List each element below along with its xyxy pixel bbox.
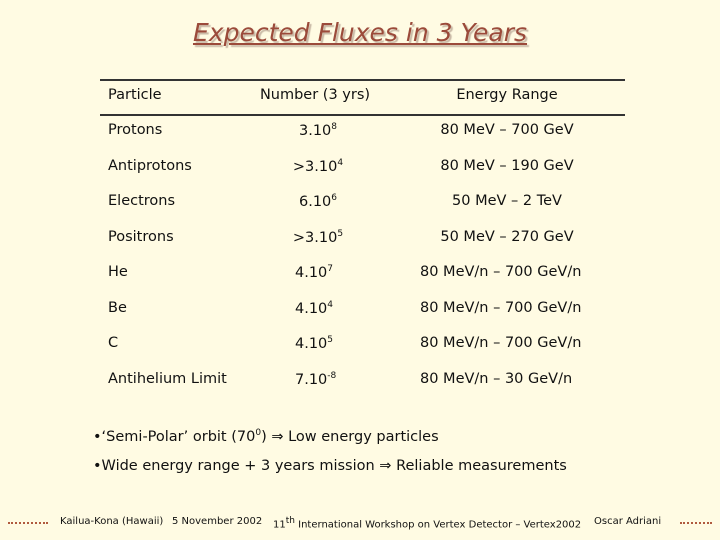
footer-conference: 11th International Workshop on Vertex De… bbox=[273, 516, 581, 530]
particle-cell: He bbox=[108, 264, 128, 280]
superscript: 0 bbox=[255, 428, 262, 438]
range-cell: 50 MeV – 270 GeV bbox=[440, 228, 574, 245]
bullet: •Wide energy range + 3 years mission ⇒ R… bbox=[93, 458, 567, 474]
number-cell: 4.107 bbox=[295, 264, 333, 281]
number-base: 4.10 bbox=[295, 264, 328, 281]
number-exponent: 6 bbox=[331, 193, 338, 203]
particle-cell: Protons bbox=[108, 122, 163, 138]
number-cell: 3.108 bbox=[218, 122, 418, 139]
range-cell: 80 MeV/n – 700 GeV/n bbox=[420, 299, 582, 316]
particle-cell: Antiprotons bbox=[108, 157, 192, 174]
number-cell: 4.104 bbox=[295, 300, 333, 317]
number-exponent: 8 bbox=[331, 122, 338, 132]
number-base: 3.10 bbox=[298, 122, 332, 139]
text: International Workshop on Vertex Detecto… bbox=[294, 519, 582, 531]
number-base: 7.10 bbox=[295, 371, 328, 388]
number-base: 4.10 bbox=[295, 335, 328, 352]
particle-cell: Be bbox=[108, 299, 127, 316]
particle-cell: Positrons bbox=[108, 228, 174, 245]
footer-place: Kailua-Kona (Hawaii) bbox=[60, 516, 164, 527]
footer-author: Oscar Adriani bbox=[594, 516, 662, 527]
table-rule bbox=[100, 79, 625, 81]
footer-rule bbox=[8, 522, 48, 524]
text: 11 bbox=[273, 519, 286, 531]
number-cell: >3.105 bbox=[218, 229, 418, 246]
particle-cell: Electrons bbox=[108, 193, 176, 209]
range-cell: 80 MeV/n – 30 GeV/n bbox=[420, 370, 573, 387]
header-cell: Energy Range bbox=[456, 87, 558, 103]
range-cell: 80 MeV – 700 GeV bbox=[440, 122, 574, 138]
particle-cell: C bbox=[108, 335, 119, 351]
particle-cell: Antihelium Limit bbox=[108, 370, 227, 387]
number-base: >3.10 bbox=[292, 158, 338, 175]
text: •Wide energy range + 3 years mission ⇒ R… bbox=[93, 458, 567, 474]
number-base: 6.10 bbox=[298, 193, 332, 210]
range-cell: 80 MeV – 190 GeV bbox=[440, 157, 574, 174]
header-cell: Particle bbox=[108, 87, 162, 103]
number-exponent: 4 bbox=[337, 157, 344, 168]
number-base: >3.10 bbox=[292, 229, 338, 246]
number-exponent: 7 bbox=[327, 264, 334, 274]
text: ) ⇒ Low energy particles bbox=[261, 428, 439, 445]
number-cell: 6.106 bbox=[218, 193, 418, 210]
superscript: th bbox=[285, 516, 295, 526]
footer-rule bbox=[680, 522, 712, 524]
bullet: •‘Semi-Polar’ orbit (700) ⇒ Low energy p… bbox=[93, 428, 439, 445]
number-exponent: 5 bbox=[327, 335, 334, 345]
number-exponent: 4 bbox=[327, 299, 334, 310]
number-cell: 4.105 bbox=[295, 335, 333, 352]
text: •‘Semi-Polar’ orbit (70 bbox=[93, 428, 256, 445]
range-cell: 80 MeV/n – 700 GeV/n bbox=[420, 335, 582, 351]
range-cell: 80 MeV/n – 700 GeV/n bbox=[420, 264, 582, 280]
footer-date: 5 November 2002 bbox=[172, 516, 263, 527]
number-cell: 7.10-8 bbox=[295, 371, 336, 388]
range-cell: 50 MeV – 2 TeV bbox=[452, 193, 562, 209]
number-cell: >3.104 bbox=[218, 158, 418, 175]
table-rule bbox=[100, 114, 625, 116]
number-base: 4.10 bbox=[295, 300, 328, 317]
number-exponent: 5 bbox=[337, 228, 344, 239]
number-exponent: -8 bbox=[327, 370, 337, 381]
slide-title: Expected Fluxes in 3 Years bbox=[192, 18, 528, 47]
header-cell: Number (3 yrs) bbox=[259, 87, 371, 103]
